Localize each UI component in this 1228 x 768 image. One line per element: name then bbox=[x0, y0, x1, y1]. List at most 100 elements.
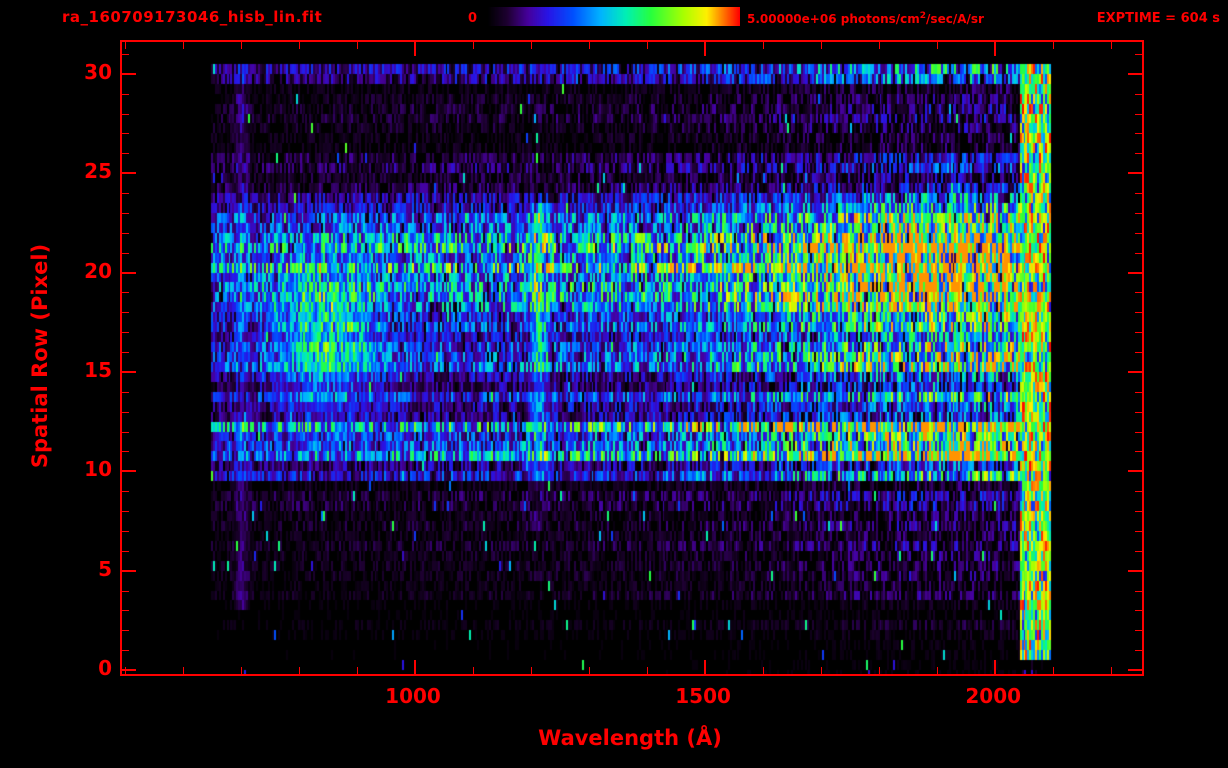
axis-tick bbox=[122, 291, 129, 293]
axis-tick bbox=[1128, 172, 1142, 174]
axis-tick bbox=[182, 42, 184, 49]
axis-tick bbox=[762, 667, 764, 674]
axis-tick bbox=[1135, 53, 1142, 55]
axis-tick bbox=[472, 667, 474, 674]
axis-tick bbox=[588, 42, 590, 49]
y-tick-label: 30 bbox=[84, 59, 112, 84]
y-tick-label: 10 bbox=[84, 457, 112, 482]
colorbar-max-label: 5.00000e+06 photons/cm2/sec/A/sr bbox=[747, 11, 984, 26]
axis-tick bbox=[122, 570, 136, 572]
colorbar-max-suffix: /sec/A/sr bbox=[926, 12, 984, 26]
axis-tick bbox=[122, 272, 136, 274]
axis-tick bbox=[122, 53, 129, 55]
axis-tick bbox=[1135, 152, 1142, 154]
axis-tick bbox=[298, 667, 300, 674]
axis-tick bbox=[1128, 272, 1142, 274]
axis-tick bbox=[122, 73, 136, 75]
plot-area bbox=[120, 40, 1144, 676]
axis-tick bbox=[356, 42, 358, 49]
axis-tick bbox=[1135, 431, 1142, 433]
exptime-label: EXPTIME = 604 s bbox=[1096, 11, 1220, 26]
axis-tick bbox=[1135, 132, 1142, 134]
axis-tick bbox=[122, 351, 129, 353]
axis-tick bbox=[124, 42, 126, 49]
axis-tick bbox=[1128, 470, 1142, 472]
axis-tick bbox=[298, 42, 300, 49]
x-tick-label: 1500 bbox=[675, 684, 731, 708]
axis-tick bbox=[530, 667, 532, 674]
y-tick-label: 0 bbox=[98, 656, 112, 681]
x-tick-label: 2000 bbox=[965, 684, 1022, 708]
axis-tick bbox=[1110, 667, 1112, 674]
axis-tick bbox=[122, 470, 136, 472]
axis-tick bbox=[1135, 490, 1142, 492]
axis-tick bbox=[122, 371, 136, 373]
axis-tick bbox=[240, 667, 242, 674]
axis-tick bbox=[994, 42, 996, 56]
axis-tick bbox=[122, 590, 129, 592]
colorbar-max-sup: 2 bbox=[919, 11, 927, 21]
axis-tick bbox=[878, 42, 880, 49]
file-title: ra_160709173046_hisb_lin.fit bbox=[62, 8, 323, 26]
axis-tick bbox=[122, 172, 136, 174]
axis-tick bbox=[646, 667, 648, 674]
y-axis-title: Spatial Row (Pixel) bbox=[28, 243, 52, 469]
axis-tick bbox=[1135, 93, 1142, 95]
axis-tick bbox=[1135, 232, 1142, 234]
axis-tick bbox=[414, 42, 416, 56]
axis-tick bbox=[122, 510, 129, 512]
axis-tick bbox=[122, 212, 129, 214]
axis-tick bbox=[1135, 590, 1142, 592]
axis-tick bbox=[646, 42, 648, 49]
axis-tick bbox=[122, 411, 129, 413]
axis-tick bbox=[122, 152, 129, 154]
axis-tick bbox=[122, 132, 129, 134]
axis-tick bbox=[1128, 570, 1142, 572]
axis-tick bbox=[1135, 629, 1142, 631]
axis-tick bbox=[530, 42, 532, 49]
axis-tick bbox=[1135, 291, 1142, 293]
axis-tick bbox=[182, 667, 184, 674]
axis-tick bbox=[1110, 42, 1112, 49]
axis-tick bbox=[878, 667, 880, 674]
axis-tick bbox=[1135, 351, 1142, 353]
axis-tick bbox=[122, 530, 129, 532]
axis-tick bbox=[1135, 252, 1142, 254]
axis-tick bbox=[704, 660, 706, 674]
axis-tick bbox=[122, 252, 129, 254]
axis-tick bbox=[1128, 371, 1142, 373]
axis-tick bbox=[1052, 667, 1054, 674]
axis-tick bbox=[1135, 411, 1142, 413]
axis-tick bbox=[240, 42, 242, 49]
axis-tick bbox=[1135, 212, 1142, 214]
axis-tick bbox=[820, 667, 822, 674]
axis-tick bbox=[122, 450, 129, 452]
axis-tick bbox=[122, 649, 129, 651]
axis-tick bbox=[122, 113, 129, 115]
axis-tick bbox=[472, 42, 474, 49]
axis-tick bbox=[936, 42, 938, 49]
axis-tick bbox=[122, 311, 129, 313]
axis-tick bbox=[1135, 649, 1142, 651]
axis-tick bbox=[1135, 331, 1142, 333]
y-tick-label: 15 bbox=[84, 357, 112, 382]
axis-tick bbox=[122, 232, 129, 234]
axis-tick bbox=[122, 669, 136, 671]
axis-tick bbox=[1052, 42, 1054, 49]
axis-tick bbox=[1135, 510, 1142, 512]
axis-tick bbox=[414, 660, 416, 674]
axis-tick bbox=[122, 93, 129, 95]
y-tick-label: 25 bbox=[84, 159, 112, 184]
axis-tick bbox=[122, 550, 129, 552]
axis-tick bbox=[936, 667, 938, 674]
axis-tick bbox=[820, 42, 822, 49]
axis-tick bbox=[122, 629, 129, 631]
axis-tick bbox=[1135, 192, 1142, 194]
y-tick-label: 5 bbox=[98, 556, 112, 581]
axis-tick bbox=[122, 490, 129, 492]
axis-tick bbox=[762, 42, 764, 49]
axis-tick bbox=[356, 667, 358, 674]
axis-tick bbox=[1135, 530, 1142, 532]
axis-tick bbox=[1135, 113, 1142, 115]
